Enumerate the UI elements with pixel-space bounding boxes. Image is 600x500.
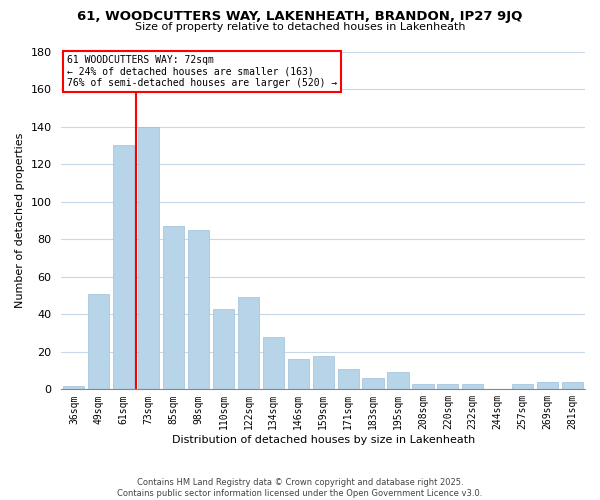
Bar [287, 360, 309, 390]
Bar [412, 384, 434, 390]
Bar [562, 382, 583, 390]
Bar [138, 126, 159, 390]
Bar [512, 384, 533, 390]
Bar [362, 378, 383, 390]
Text: Contains HM Land Registry data © Crown copyright and database right 2025.
Contai: Contains HM Land Registry data © Crown c… [118, 478, 482, 498]
X-axis label: Distribution of detached houses by size in Lakenheath: Distribution of detached houses by size … [172, 435, 475, 445]
Bar [188, 230, 209, 390]
Bar [437, 384, 458, 390]
Bar [63, 386, 85, 390]
Text: 61 WOODCUTTERS WAY: 72sqm
← 24% of detached houses are smaller (163)
76% of semi: 61 WOODCUTTERS WAY: 72sqm ← 24% of detac… [67, 55, 337, 88]
Bar [88, 294, 109, 390]
Text: 61, WOODCUTTERS WAY, LAKENHEATH, BRANDON, IP27 9JQ: 61, WOODCUTTERS WAY, LAKENHEATH, BRANDON… [77, 10, 523, 23]
Bar [313, 356, 334, 390]
Bar [238, 298, 259, 390]
Bar [113, 146, 134, 390]
Bar [263, 337, 284, 390]
Bar [213, 308, 234, 390]
Text: Size of property relative to detached houses in Lakenheath: Size of property relative to detached ho… [135, 22, 465, 32]
Bar [462, 384, 484, 390]
Y-axis label: Number of detached properties: Number of detached properties [15, 132, 25, 308]
Bar [388, 372, 409, 390]
Bar [338, 368, 359, 390]
Bar [537, 382, 558, 390]
Bar [163, 226, 184, 390]
